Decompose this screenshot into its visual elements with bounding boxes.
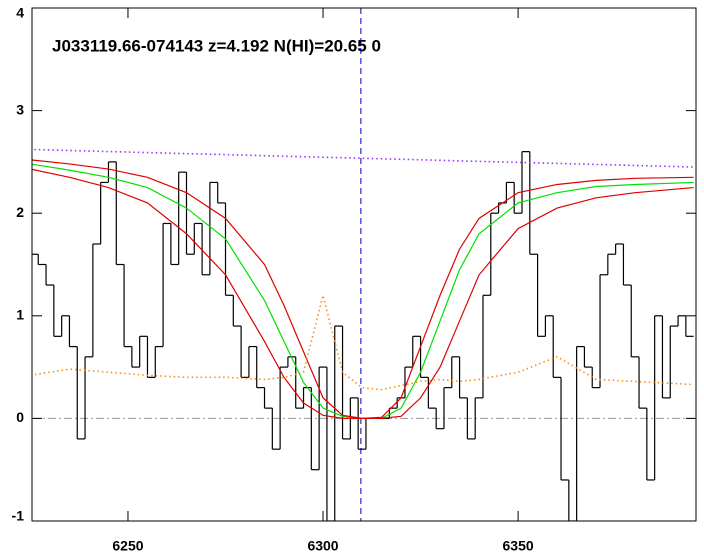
x-tick-label: 6250 <box>112 538 143 554</box>
model-line <box>34 148 694 168</box>
plot-frame <box>31 7 697 522</box>
model-line <box>32 295 694 391</box>
y-tick-label: 3 <box>16 101 24 117</box>
y-tick-label: 4 <box>16 5 24 21</box>
chart-title: J033119.66-074143 z=4.192 N(HI)=20.65 0 <box>52 36 381 55</box>
y-tick-label: -1 <box>12 508 25 524</box>
plot-area <box>32 8 696 521</box>
x-tick-label: 6300 <box>307 538 338 554</box>
y-tick-label: 2 <box>16 204 24 220</box>
x-tick-label: 6350 <box>503 538 534 554</box>
y-tick-label: 0 <box>16 409 24 425</box>
model-line <box>32 163 694 419</box>
model-line <box>32 168 694 419</box>
y-tick-label: 1 <box>16 307 24 323</box>
